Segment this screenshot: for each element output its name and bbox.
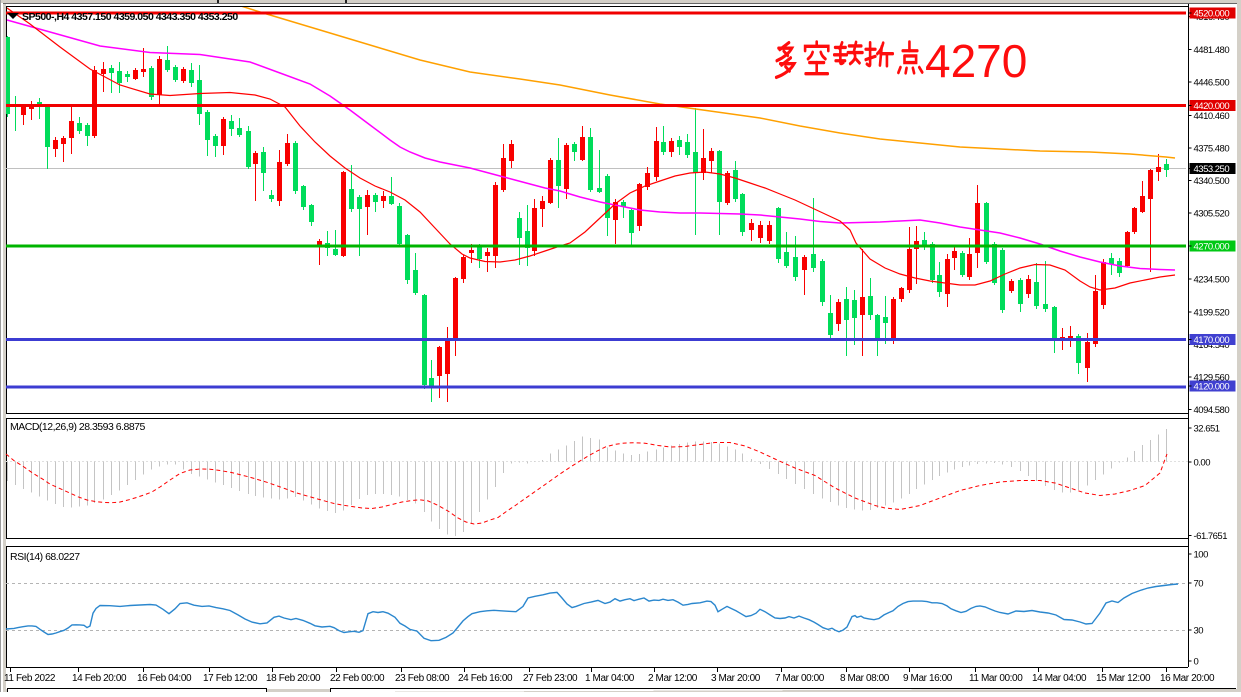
svg-text:7 Mar 00:00: 7 Mar 00:00 <box>775 673 825 684</box>
svg-text:SP500-,H4 4357.150 4359.050 4: SP500-,H4 4357.150 4359.050 4343.350 435… <box>22 11 238 23</box>
svg-text:11 Mar 00:00: 11 Mar 00:00 <box>969 673 1023 684</box>
svg-text:9 Mar 16:00: 9 Mar 16:00 <box>903 673 953 684</box>
svg-text:1 Mar 04:00: 1 Mar 04:00 <box>585 673 635 684</box>
svg-text:3 Mar 20:00: 3 Mar 20:00 <box>711 673 761 684</box>
svg-text:4410.460: 4410.460 <box>1194 111 1230 122</box>
svg-text:17 Feb 12:00: 17 Feb 12:00 <box>203 673 258 684</box>
svg-text:23 Feb 08:00: 23 Feb 08:00 <box>395 673 450 684</box>
svg-text:14 Feb 20:00: 14 Feb 20:00 <box>72 673 127 684</box>
svg-text:4481.480: 4481.480 <box>1194 45 1230 56</box>
svg-text:MACD(12,26,9) 28.3593 6.8875: MACD(12,26,9) 28.3593 6.8875 <box>10 421 146 433</box>
svg-text:RSI(14) 68.0227: RSI(14) 68.0227 <box>10 551 80 563</box>
svg-text:4340.500: 4340.500 <box>1194 176 1230 187</box>
svg-text:18 Feb 20:00: 18 Feb 20:00 <box>266 673 321 684</box>
svg-text:4305.520: 4305.520 <box>1194 209 1230 220</box>
svg-text:4199.520: 4199.520 <box>1194 307 1230 318</box>
svg-text:4164.540: 4164.540 <box>1194 340 1230 351</box>
svg-text:4170.000: 4170.000 <box>1194 335 1230 346</box>
svg-text:4420.000: 4420.000 <box>1194 101 1230 112</box>
svg-text:4129.560: 4129.560 <box>1194 372 1230 383</box>
svg-text:8 Mar 08:00: 8 Mar 08:00 <box>840 673 890 684</box>
svg-text:24 Feb 16:00: 24 Feb 16:00 <box>458 673 513 684</box>
svg-text:4094.580: 4094.580 <box>1194 405 1230 416</box>
svg-text:4446.500: 4446.500 <box>1194 77 1230 88</box>
svg-text:-61.7651: -61.7651 <box>1194 531 1228 542</box>
svg-text:0.00: 0.00 <box>1194 458 1211 469</box>
svg-text:0: 0 <box>1194 657 1199 668</box>
svg-text:32.651: 32.651 <box>1194 424 1220 435</box>
svg-text:30: 30 <box>1194 626 1204 637</box>
svg-text:4234.500: 4234.500 <box>1194 275 1230 286</box>
svg-text:4120.000: 4120.000 <box>1194 382 1230 393</box>
svg-text:100: 100 <box>1194 550 1209 561</box>
svg-text:4375.480: 4375.480 <box>1194 144 1230 155</box>
svg-text:16 Feb 04:00: 16 Feb 04:00 <box>137 673 192 684</box>
svg-text:27 Feb 23:00: 27 Feb 23:00 <box>523 673 578 684</box>
svg-text:14 Mar 04:00: 14 Mar 04:00 <box>1032 673 1087 684</box>
svg-text:11 Feb 2022: 11 Feb 2022 <box>4 673 56 684</box>
svg-text:4520.000: 4520.000 <box>1194 9 1230 20</box>
svg-text:15 Mar 12:00: 15 Mar 12:00 <box>1096 673 1151 684</box>
svg-text:70: 70 <box>1194 579 1204 590</box>
svg-text:4353.250: 4353.250 <box>1194 164 1230 175</box>
svg-text:4270.000: 4270.000 <box>1194 242 1230 253</box>
svg-text:2 Mar 12:00: 2 Mar 12:00 <box>648 673 698 684</box>
svg-text:16 Mar 20:00: 16 Mar 20:00 <box>1160 673 1215 684</box>
svg-text:22 Feb 00:00: 22 Feb 00:00 <box>330 673 385 684</box>
svg-text:4270: 4270 <box>925 35 1027 87</box>
